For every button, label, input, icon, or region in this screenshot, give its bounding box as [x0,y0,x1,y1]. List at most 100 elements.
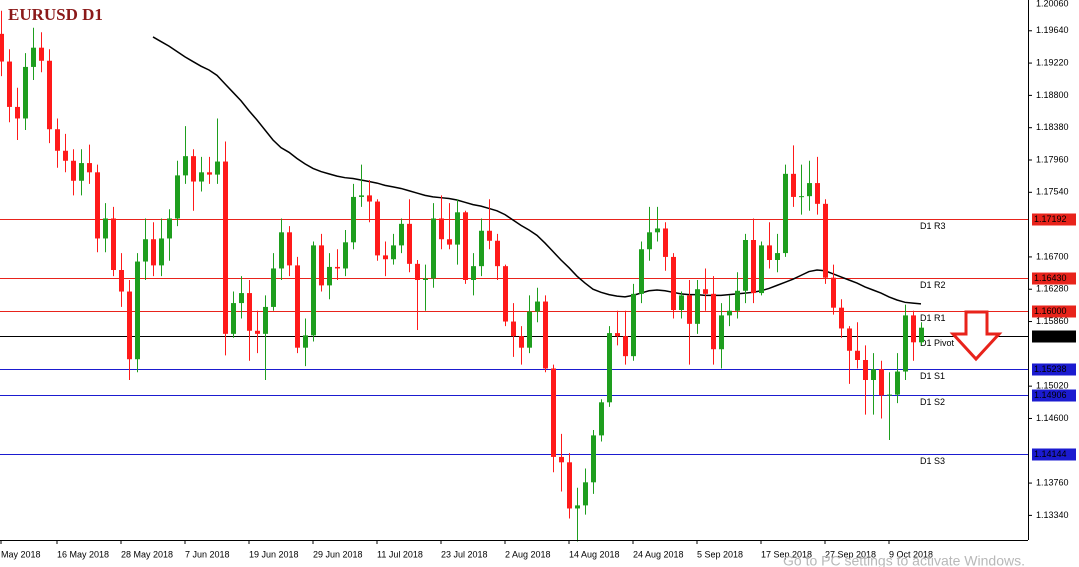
candle-body [615,333,620,337]
candle-body [255,330,260,334]
candle-body [519,336,524,348]
level-name: D1 R1 [920,313,946,323]
candle-body [399,223,404,246]
candle-body [815,183,820,204]
x-tick-label: 27 Sep 2018 [825,549,876,559]
y-tick-label: 1.18380 [1036,122,1069,132]
level-price-box [1032,272,1076,285]
candle-body [823,203,828,278]
candle-body [647,232,652,250]
candle-body [911,315,916,343]
candle-body [207,172,212,175]
candle-body [743,240,748,291]
candle-body [279,232,284,269]
level-name: D1 S1 [920,371,945,381]
candle-body [271,268,276,307]
candle-body [199,172,204,182]
x-tick-label: 17 Sep 2018 [761,549,812,559]
candle-body [175,175,180,219]
candle-body [855,350,860,360]
moving-average-layer [152,36,922,305]
candle-body [407,223,412,264]
x-tick-label: 9 Oct 2018 [889,549,933,559]
candle-body [79,163,84,181]
candle-body [471,266,476,280]
candle-body [367,195,372,202]
candle-body [295,265,300,348]
candle-body [767,245,772,260]
candle-body [375,201,380,256]
candle-body [455,212,460,245]
candle-body [87,163,92,173]
y-tick-label: 1.17540 [1036,187,1069,197]
candle-body [735,290,740,311]
candle-body [263,306,268,334]
candle-body [95,172,100,239]
x-tick-label: 2 Aug 2018 [505,549,551,559]
moving-average-line [152,36,922,305]
level-name: D1 S2 [920,397,945,407]
candle-body [639,249,644,294]
candle-body [751,240,756,294]
candle-body [359,195,364,197]
x-tick-label: 29 Jun 2018 [313,549,363,559]
y-tick-label: 1.20060 [1036,0,1069,8]
down-arrow [949,310,1003,362]
candle-body [919,327,924,343]
level-name: D1 S3 [920,456,945,466]
candle-body [903,315,908,372]
candle-body [559,456,564,463]
candle-body [847,328,852,351]
candle-body [39,47,44,61]
candle-body [463,212,468,280]
candle-body [511,321,516,337]
candle-body [687,295,692,324]
x-tick-label: 5 Sep 2018 [697,549,743,559]
candle-body [343,242,348,269]
candle-body [223,161,228,334]
level-price-label: 1.16000 [1034,306,1067,316]
candle-body [167,218,172,239]
candle-body [127,291,132,360]
candle-body [631,293,636,357]
y-tick-label: 1.15860 [1036,316,1069,326]
candle-body [183,156,188,176]
candle-body [215,161,220,175]
candle-body [23,66,28,119]
x-tick-label: 11 Jul 2018 [377,549,423,559]
y-tick-label: 1.19220 [1036,57,1069,67]
level-price-label: 1.17192 [1034,214,1067,224]
candle-body [327,266,332,286]
candle-body [719,315,724,350]
candle-body [623,336,628,357]
candle-body [351,196,356,243]
level-price-label: 1.14144 [1034,449,1067,459]
candle-body [503,266,508,322]
candle-body [0,33,4,62]
candle-body [135,261,140,360]
candle-body [775,253,780,260]
x-tick-label: 19 Jun 2018 [249,549,299,559]
level-price-box [1032,213,1076,226]
level-price-box [1032,363,1076,376]
level-price-box [1032,330,1076,343]
candle-body [711,293,716,350]
candle-body [599,402,604,436]
x-tick-label: 14 Aug 2018 [569,549,620,559]
candle-body [151,239,156,266]
candle-body [527,311,532,348]
candle-body [695,289,700,324]
candle-body [591,435,596,483]
level-price-label: 1.15238 [1034,364,1067,374]
candle-body [239,293,244,304]
watermark: Go to PC settings to activate Windows. [783,553,1025,567]
candle-body [71,160,76,181]
candle-body [63,150,68,161]
candle-body [871,369,876,380]
candle-body [287,232,292,266]
y-tick-label: 1.16700 [1036,251,1069,261]
candle-body [679,295,684,310]
